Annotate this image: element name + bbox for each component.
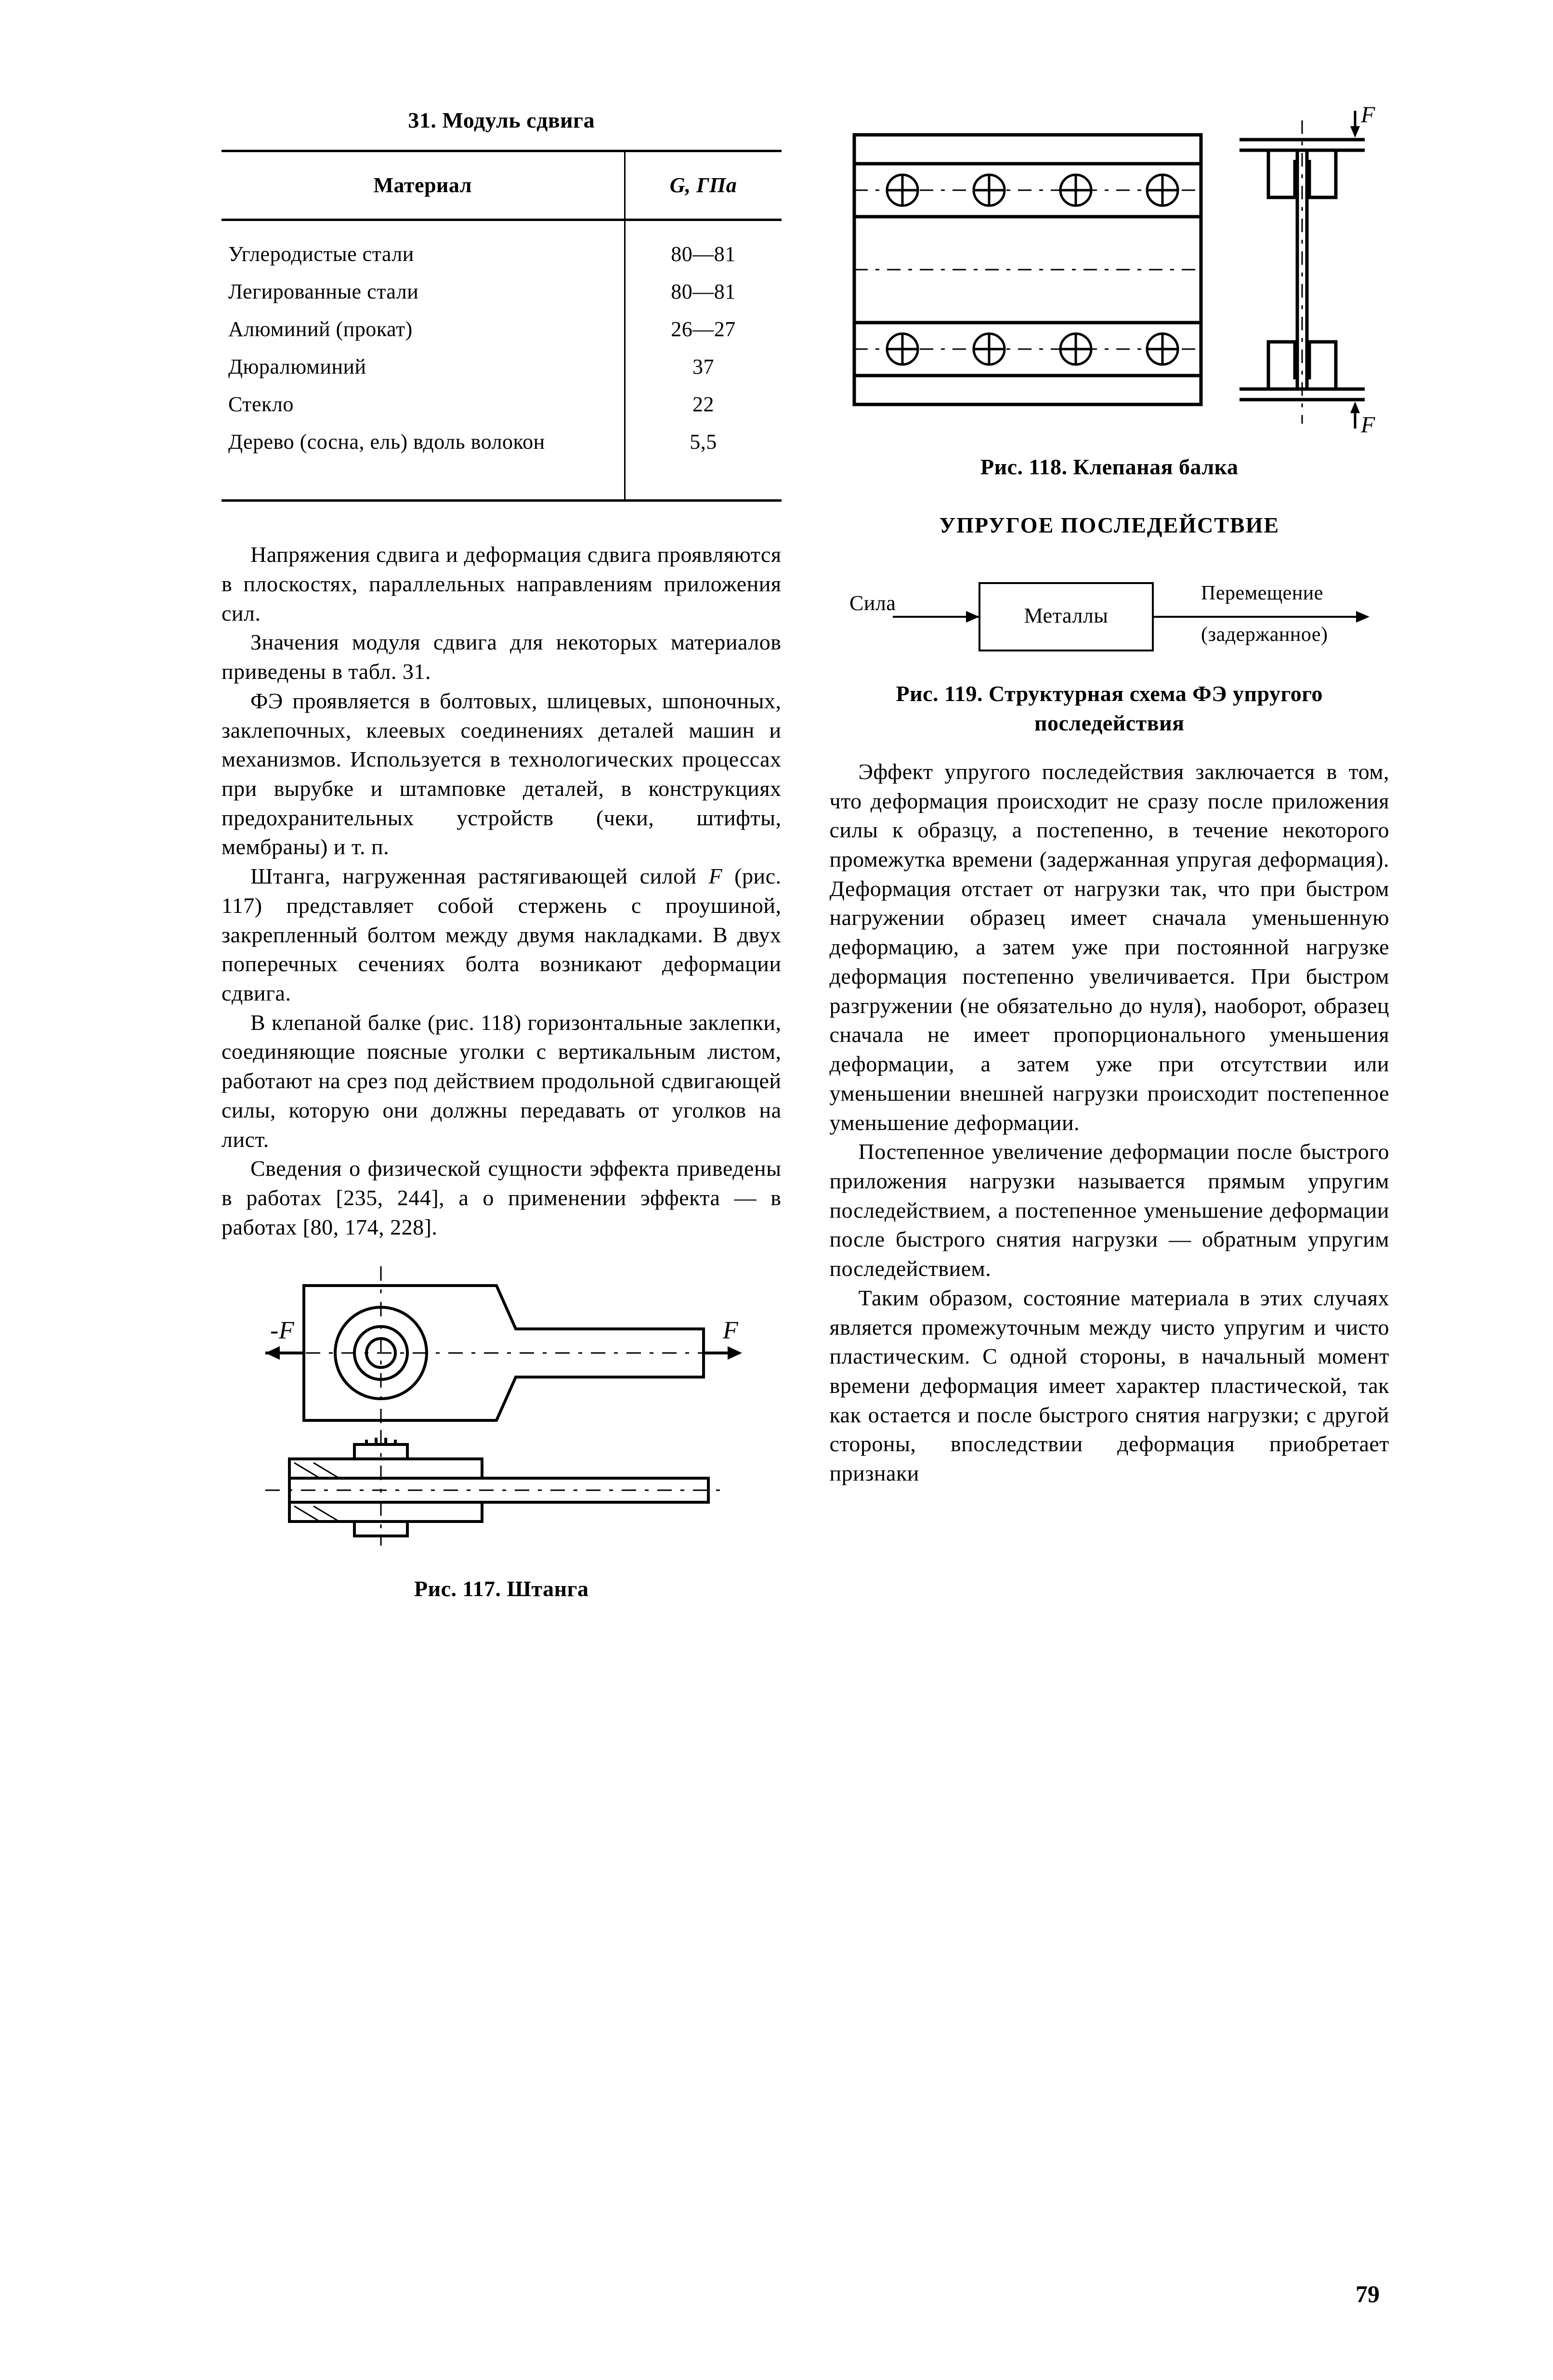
cell-material: Алюминий (прокат): [222, 311, 625, 348]
para: Эффект упругого последействия заключаетс…: [830, 757, 1390, 1137]
table-header-row: Материал G, ГПа: [222, 151, 782, 220]
table-row: Алюминий (прокат)26—27: [222, 311, 782, 348]
figure-119: Сила Металлы Перемещение (задержанное) Р…: [830, 564, 1390, 738]
table-row: Дюралюминий37: [222, 348, 782, 386]
para: Напряжения сдвига и деформация сдвига пр…: [222, 540, 782, 628]
table-31-title: 31. Модуль сдвига: [222, 106, 782, 135]
para: Таким образом, состояние материала в эти…: [830, 1284, 1390, 1488]
para: ФЭ проявляется в болтовых, шлицевых, шпо…: [222, 687, 782, 862]
col-header-material: Материал: [222, 151, 625, 220]
table-row: Дерево (сосна, ель) вдоль волокон5,5: [222, 423, 782, 501]
cell-value: 37: [625, 348, 782, 386]
page: 31. Модуль сдвига Материал G, ГПа Углеро…: [0, 0, 1553, 2380]
table-row: Стекло22: [222, 386, 782, 423]
cell-value: 80—81: [625, 220, 782, 273]
fig119-output-label-1: Перемещение: [1201, 582, 1323, 604]
table-row: Углеродистые стали80—81: [222, 220, 782, 273]
label-f: F: [722, 1317, 739, 1344]
fig117-caption: Рис. 117. Штанга: [414, 1574, 589, 1604]
page-number: 79: [1356, 2280, 1380, 2308]
cell-material: Стекло: [222, 386, 625, 423]
label-f-bot: F: [1360, 412, 1375, 438]
para: Постепенное увеличение деформации после …: [830, 1137, 1390, 1284]
para: Штанга, нагруженная растягивающей силой …: [222, 862, 782, 1008]
para: Значения модуля сдвига для некоторых мат…: [222, 628, 782, 686]
cell-material: Углеродистые стали: [222, 220, 625, 273]
fig118-caption: Рис. 118. Клепаная балка: [980, 453, 1238, 482]
table-31: Материал G, ГПа Углеродистые стали80—81 …: [222, 150, 782, 502]
fig119-svg: Сила Металлы Перемещение (задержанное): [835, 564, 1384, 670]
right-column: F F Рис. 118. Клепаная балка УПРУГОЕ ПОС…: [830, 106, 1390, 2224]
fig117-svg: -F F: [246, 1257, 757, 1565]
two-column-layout: 31. Модуль сдвига Материал G, ГПа Углеро…: [222, 106, 1389, 2224]
cell-value: 5,5: [625, 423, 782, 501]
text: Штанга, нагруженная растягивающей силой: [250, 864, 709, 888]
figure-118: F F Рис. 118. Клепаная балка: [830, 106, 1390, 482]
table-row: Легированные стали80—81: [222, 273, 782, 311]
fig119-input-label: Сила: [849, 591, 896, 615]
cell-material: Дерево (сосна, ель) вдоль волокон: [222, 423, 625, 501]
fig118-svg: F F: [835, 106, 1384, 443]
figure-117: -F F: [222, 1257, 782, 1604]
fig119-output-label-2: (задержанное): [1201, 624, 1328, 646]
para: В клепаной балке (рис. 118) горизонтальн…: [222, 1008, 782, 1155]
cell-material: Легированные стали: [222, 273, 625, 311]
cell-value: 26—27: [625, 311, 782, 348]
cell-material: Дюралюминий: [222, 348, 625, 386]
para: Сведения о физической сущности эффекта п…: [222, 1154, 782, 1242]
fig119-caption: Рис. 119. Структурная схема ФЭ упругого …: [893, 679, 1326, 738]
label-f-top: F: [1360, 106, 1375, 128]
cell-value: 22: [625, 386, 782, 423]
cell-value: 80—81: [625, 273, 782, 311]
fig119-block-label: Металлы: [1024, 604, 1108, 627]
left-column: 31. Модуль сдвига Материал G, ГПа Углеро…: [222, 106, 782, 2224]
section-heading-elastic-aftereffect: УПРУГОЕ ПОСЛЕДЕЙСТВИЕ: [830, 511, 1390, 540]
col-header-g-text: G, ГПа: [670, 173, 737, 197]
force-symbol: F: [709, 864, 723, 888]
col-header-g: G, ГПа: [625, 151, 782, 220]
label-neg-f: -F: [270, 1317, 295, 1344]
